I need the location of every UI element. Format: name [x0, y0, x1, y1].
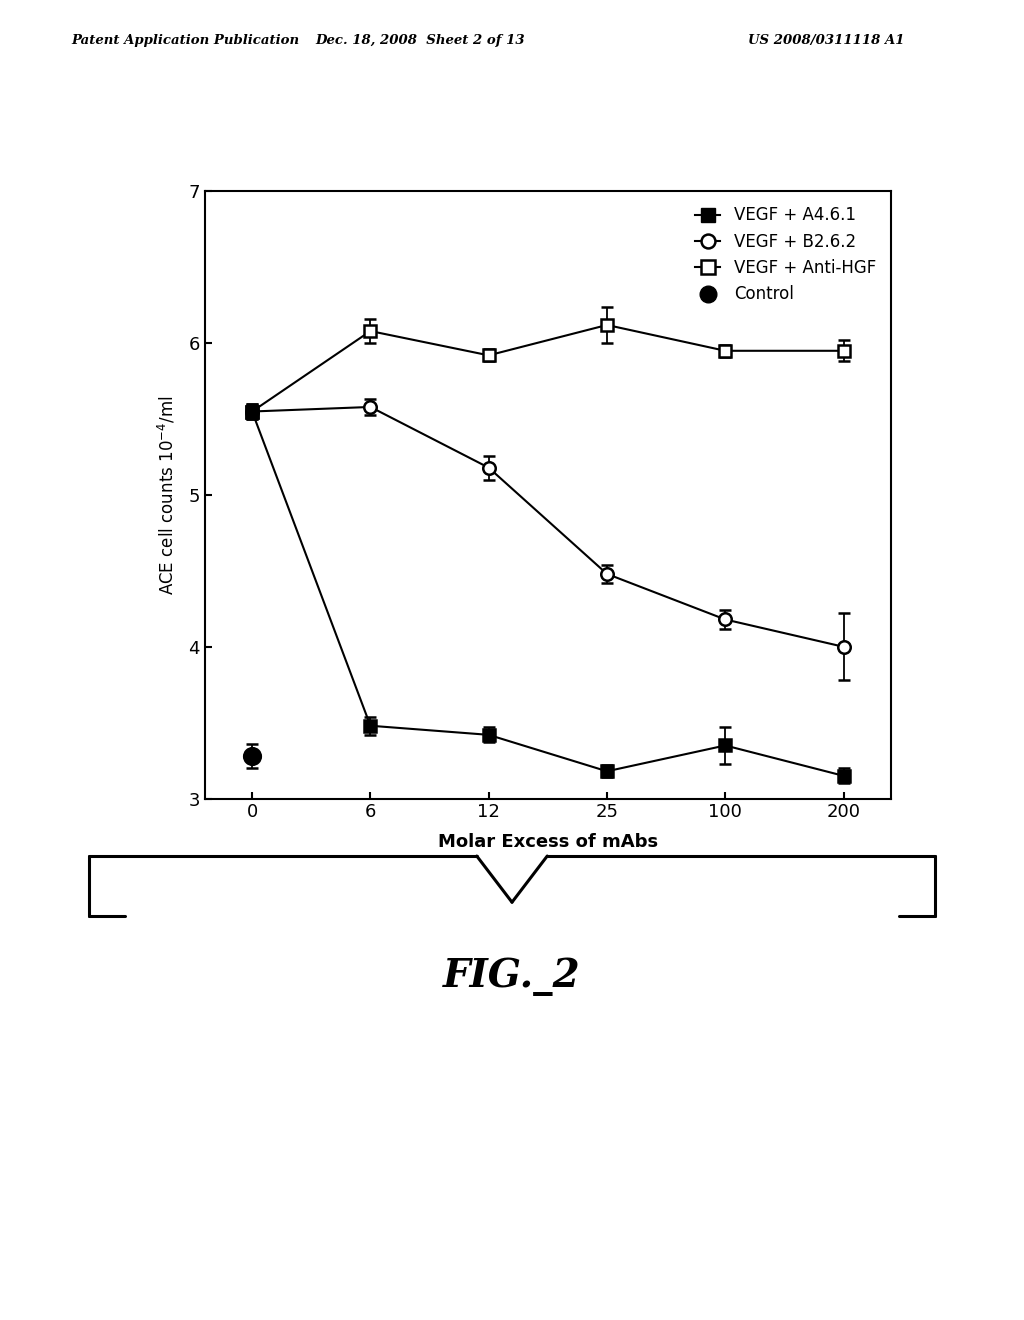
- Text: FIG._2: FIG._2: [443, 957, 581, 995]
- Legend: VEGF + A4.6.1, VEGF + B2.6.2, VEGF + Anti-HGF, Control: VEGF + A4.6.1, VEGF + B2.6.2, VEGF + Ant…: [688, 199, 883, 310]
- Text: Dec. 18, 2008  Sheet 2 of 13: Dec. 18, 2008 Sheet 2 of 13: [315, 34, 524, 48]
- Y-axis label: ACE cell counts 10$^{-4}$/ml: ACE cell counts 10$^{-4}$/ml: [157, 395, 177, 595]
- X-axis label: Molar Excess of mAbs: Molar Excess of mAbs: [438, 833, 657, 850]
- Text: US 2008/0311118 A1: US 2008/0311118 A1: [748, 34, 904, 48]
- Text: Patent Application Publication: Patent Application Publication: [72, 34, 300, 48]
